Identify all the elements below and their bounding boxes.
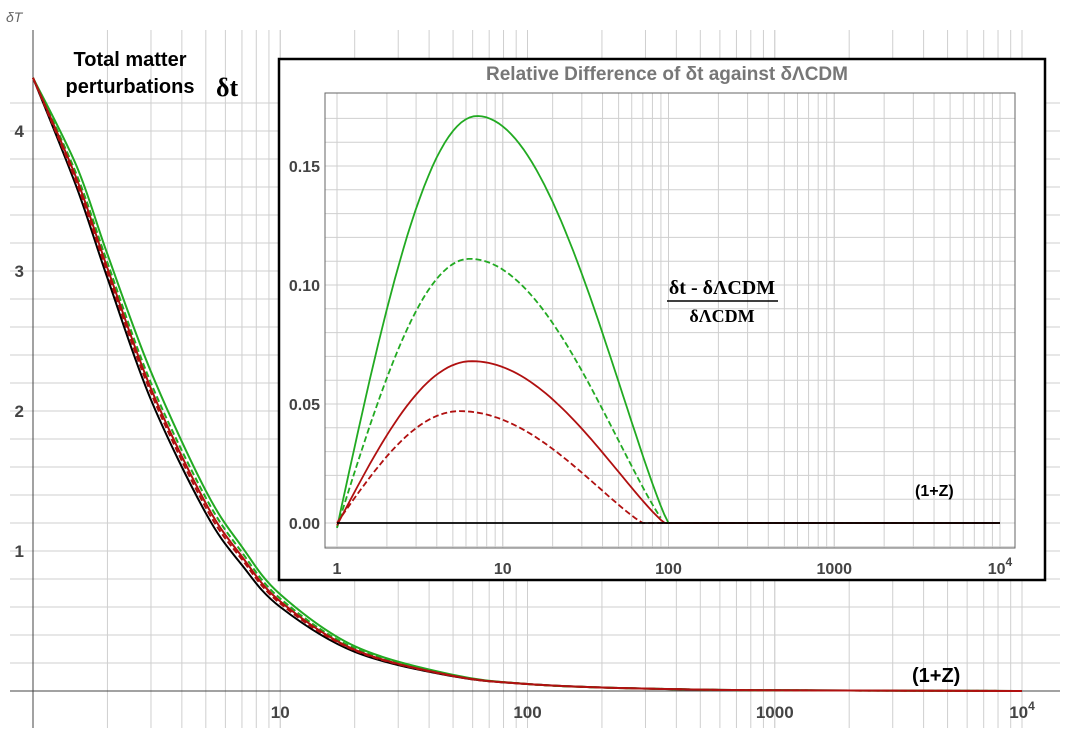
inset-series-line [336, 115, 1000, 528]
main-series [32, 77, 1023, 692]
main-xtick-label: 100 [513, 703, 541, 722]
inset-ytick-label: 0.10 [289, 278, 320, 295]
main-ylabel: δT [6, 9, 24, 25]
inset-fraction-denominator: δΛCDM [689, 306, 754, 326]
main-series-line [32, 77, 1023, 692]
inset-fraction-numerator: δt - δΛCDM [669, 277, 775, 299]
inset-frame [277, 57, 1047, 582]
inset-series [336, 115, 1000, 529]
inset-xtick-label: 100 [655, 561, 682, 578]
inset-xtick-label: 1 [333, 561, 342, 578]
inset-series-line [336, 258, 662, 529]
main-ytick-label: 3 [15, 262, 24, 281]
inset-series-line [336, 410, 1000, 524]
inset-xtick-label: 10 [494, 561, 512, 578]
main-xtick-label: 1000 [756, 703, 794, 722]
inset-grid [325, 93, 1015, 548]
inset-series-line [336, 360, 1000, 526]
main-annotation-line1: Total matter [74, 49, 187, 71]
main-series-line [32, 77, 1023, 692]
main-ytick-label: 1 [15, 542, 24, 561]
inset-xtick-sup: 4 [1006, 555, 1013, 569]
main-ytick-label: 4 [15, 122, 25, 141]
main-x-annotation: (1+Z) [912, 665, 960, 687]
main-annotation-line2: perturbations [66, 76, 195, 98]
inset-axes [324, 92, 1016, 549]
inset-x-annotation: (1+Z) [915, 483, 954, 500]
main-ytick-label: 2 [15, 402, 24, 421]
main-xtick-sup: 4 [1028, 699, 1035, 713]
inset-xtick-label: 1000 [816, 561, 852, 578]
inset-ytick-label: 0.00 [289, 516, 320, 533]
inset-ytick-label: 0.15 [289, 159, 320, 176]
inset-ytick-label: 0.05 [289, 397, 320, 414]
main-xtick-label: 104 [1009, 699, 1035, 722]
main-xtick-label: 10 [271, 703, 290, 722]
inset-title: Relative Difference of δt against δΛCDM [486, 64, 848, 85]
main-annotation-symbol: δt [216, 73, 238, 102]
